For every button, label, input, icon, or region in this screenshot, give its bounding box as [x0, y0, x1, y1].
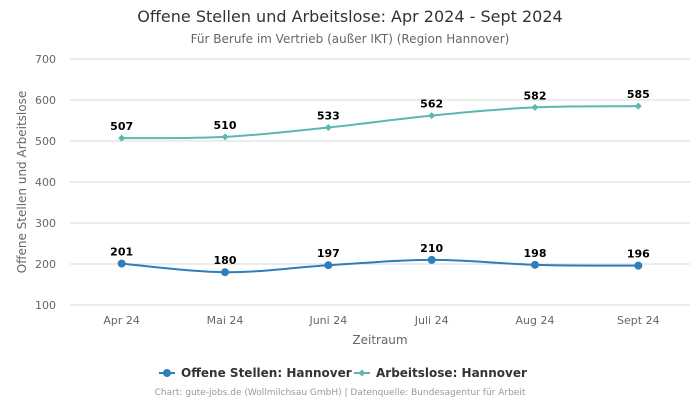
y-tick-100: 100 [35, 299, 56, 312]
series-2-point-2 [221, 133, 229, 141]
legend: Offene Stellen: Hannover Arbeitslose: Han… [159, 366, 527, 380]
series-1-point-2 [221, 268, 229, 277]
x-tick-2: Mai 24 [207, 314, 244, 327]
y-axis-title: Offene Stellen und Arbeitslose [15, 91, 29, 273]
series-2-label-5: 582 [524, 89, 547, 102]
x-axis-ticks: Apr 24 Mai 24 Juni 24 Juli 24 Aug 24 Sept 24 [103, 314, 659, 327]
series-line-2 [121, 105, 639, 140]
series-1-label-1: 201 [110, 246, 133, 259]
series-2-label-1: 507 [110, 120, 133, 133]
series-1-label-5: 198 [524, 247, 547, 260]
series-1-label-2: 180 [214, 254, 237, 267]
series-line-1 [121, 258, 639, 274]
legend-marker-2 [358, 369, 366, 377]
legend-label-2: Arbeitslose: Hannover [376, 366, 527, 380]
x-tick-3: Juni 24 [308, 314, 347, 327]
y-tick-400: 400 [35, 176, 56, 189]
grid-lines [70, 58, 690, 306]
series-1-label-4: 210 [420, 242, 443, 255]
y-tick-200: 200 [35, 258, 56, 271]
series-2-label-6: 585 [627, 88, 650, 101]
legend-item-1: Offene Stellen: Hannover [159, 366, 352, 380]
x-tick-6: Sept 24 [617, 314, 660, 327]
series-2-label-4: 562 [420, 98, 443, 111]
x-tick-1: Apr 24 [103, 314, 140, 327]
data-labels: 201 180 197 210 198 196 507 510 533 562 582 585 [110, 88, 650, 267]
series-1-point-5 [531, 260, 539, 269]
chart-subtitle: Für Berufe im Vertrieb (außer IKT) (Regi… [191, 32, 510, 46]
series-2-point-3 [324, 123, 332, 131]
series-2-point-1 [118, 134, 126, 142]
legend-label-1: Offene Stellen: Hannover [181, 366, 352, 380]
y-tick-500: 500 [35, 135, 56, 148]
series-2-label-3: 533 [317, 109, 340, 122]
series-1-point-3 [324, 261, 333, 270]
legend-item-2: Arbeitslose: Hannover [354, 366, 527, 380]
y-tick-700: 700 [35, 53, 56, 66]
y-tick-300: 300 [35, 217, 56, 230]
series-2-label-2: 510 [214, 119, 237, 132]
x-tick-5: Aug 24 [516, 314, 555, 327]
series-1-point-1 [117, 259, 126, 268]
y-tick-600: 600 [35, 94, 56, 107]
series-layer [117, 102, 643, 277]
series-1-label-3: 197 [317, 247, 340, 260]
chart-title: Offene Stellen und Arbeitslose: Apr 2024… [137, 7, 562, 26]
y-axis-ticks: 100 200 300 400 500 600 700 [35, 53, 56, 312]
series-2-point-5 [531, 103, 539, 111]
series-1-point-6 [634, 261, 643, 270]
series-1-label-6: 196 [627, 248, 650, 261]
x-tick-4: Juli 24 [414, 314, 449, 327]
legend-marker-1 [163, 369, 171, 377]
chart-credits: Chart: gute-jobs.de (Wollmilchsau GmbH) … [155, 388, 526, 398]
series-2-point-6 [634, 102, 642, 110]
series-1-point-4 [427, 255, 436, 264]
series-2-point-4 [428, 112, 436, 120]
x-axis-title: Zeitraum [352, 333, 407, 347]
